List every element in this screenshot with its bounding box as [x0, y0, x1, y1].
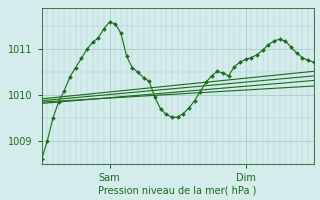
X-axis label: Pression niveau de la mer( hPa ): Pression niveau de la mer( hPa )	[99, 186, 257, 196]
